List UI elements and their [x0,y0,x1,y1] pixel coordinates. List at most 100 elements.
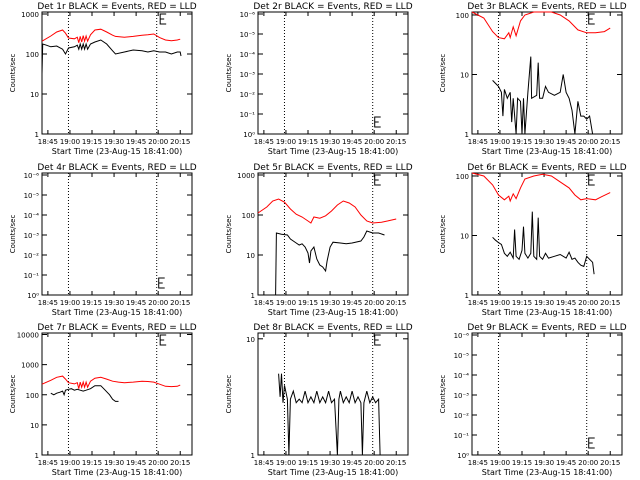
y-axis-label: Counts/sec [9,54,17,93]
y-tick-label: 10⁻⁵ [240,31,256,39]
x-axis-label: Start Time (23-Aug-15 18:41:00) [52,468,183,477]
lld-series-line [41,28,181,44]
x-tick-label: 20:15 [170,138,190,146]
x-tick-label: 19:45 [126,138,146,146]
y-tick-label: 10⁰ [243,131,255,139]
x-tick-label: 19:30 [534,459,554,467]
events-series-line [41,39,182,75]
panel-title: Det 1r BLACK = Events, RED = LLD [37,2,196,12]
x-tick-label: 19:45 [342,459,362,467]
panel-title: Det 7r BLACK = Events, RED = LLD [37,323,196,333]
plot-frame [471,11,623,135]
panel-title: Det 6r BLACK = Events, RED = LLD [467,163,626,173]
x-tick-label: 20:00 [578,138,598,146]
y-tick-label: 10⁻⁶ [240,11,256,19]
x-tick-label: 20:00 [148,138,168,146]
x-tick-label: 19:15 [82,459,102,467]
x-tick-label: 19:15 [512,138,532,146]
y-tick-label: 1 [465,292,469,300]
x-tick-label: 20:00 [578,459,598,467]
e-marker [158,277,165,289]
x-axis-label: Start Time (23-Aug-15 18:41:00) [268,468,399,477]
y-tick-label: 10⁻² [24,252,40,260]
y-tick-label: 10⁻¹ [24,272,40,280]
panel-title: Det 4r BLACK = Events, RED = LLD [37,163,196,173]
e-marker [588,174,595,186]
plot-frame [471,332,623,456]
x-axis-label: Start Time (23-Aug-15 18:41:00) [482,468,613,477]
y-tick-label: 10⁻³ [24,232,40,240]
panel-title: Det 3r BLACK = Events, RED = LLD [467,2,626,12]
y-tick-label: 10⁻⁶ [454,332,470,340]
e-marker [588,13,595,25]
x-tick-label: 18:45 [38,138,58,146]
y-tick-label: 10 [30,91,39,99]
x-tick-label: 19:30 [104,299,124,307]
x-tick-label: 18:45 [254,459,274,467]
y-tick-label: 100 [26,51,39,59]
e-marker [588,437,595,449]
y-tick-label: 100 [26,392,39,400]
x-tick-label: 19:30 [104,459,124,467]
y-tick-label: 1 [465,131,469,139]
y-tick-label: 10 [246,336,255,344]
y-axis-label: Counts/sec [225,54,233,93]
panel-title: Det 8r BLACK = Events, RED = LLD [253,323,412,333]
x-tick-label: 18:45 [468,459,488,467]
x-tick-label: 19:45 [126,459,146,467]
y-tick-label: 100 [242,212,255,220]
plot-frame [471,172,623,296]
events-series-line [50,385,119,402]
x-tick-label: 20:15 [386,459,406,467]
y-tick-label: 10⁻³ [454,392,470,400]
x-tick-label: 20:00 [364,459,384,467]
x-axis-label: Start Time (23-Aug-15 18:41:00) [52,308,183,317]
x-tick-label: 20:00 [364,138,384,146]
lld-series-line [471,172,611,203]
y-tick-label: 10⁻³ [240,71,256,79]
x-tick-label: 18:45 [254,138,274,146]
x-tick-label: 19:30 [320,138,340,146]
x-axis-label: Start Time (23-Aug-15 18:41:00) [268,308,399,317]
panel-title: Det 9r BLACK = Events, RED = LLD [467,323,626,333]
x-tick-label: 18:45 [38,459,58,467]
x-tick-label: 19:00 [276,138,296,146]
x-tick-label: 20:00 [148,459,168,467]
y-tick-label: 1000 [21,362,39,370]
y-axis-label: Counts/sec [9,375,17,414]
x-tick-label: 19:15 [512,459,532,467]
y-axis-label: Counts/sec [439,375,447,414]
plot-frame [41,332,193,456]
plot-frame [41,11,193,135]
x-tick-label: 19:45 [126,299,146,307]
y-tick-label: 1000 [237,172,255,180]
x-tick-label: 19:30 [320,459,340,467]
x-tick-label: 20:15 [170,299,190,307]
x-tick-label: 19:45 [556,138,576,146]
x-tick-label: 19:00 [276,459,296,467]
x-axis-label: Start Time (23-Aug-15 18:41:00) [268,147,399,156]
y-axis-label: Counts/sec [225,215,233,254]
x-tick-label: 20:15 [386,138,406,146]
x-tick-label: 19:00 [490,299,510,307]
x-tick-label: 19:00 [60,138,80,146]
events-series-line [275,230,385,296]
x-tick-label: 19:00 [276,299,296,307]
detector-panel: Det 9r BLACK = Events, RED = LLD 18:45 19:… [439,323,627,477]
events-series-line [492,56,594,135]
x-tick-label: 20:15 [600,299,620,307]
x-tick-label: 20:00 [578,299,598,307]
y-tick-label: 10⁻⁵ [454,352,470,360]
x-tick-label: 18:45 [468,299,488,307]
lld-series-line [257,198,397,224]
x-tick-label: 18:45 [468,138,488,146]
y-tick-label: 10⁻⁴ [240,51,256,59]
x-axis-label: Start Time (23-Aug-15 18:41:00) [482,308,613,317]
x-tick-label: 19:30 [104,138,124,146]
y-tick-label: 1 [35,452,39,460]
